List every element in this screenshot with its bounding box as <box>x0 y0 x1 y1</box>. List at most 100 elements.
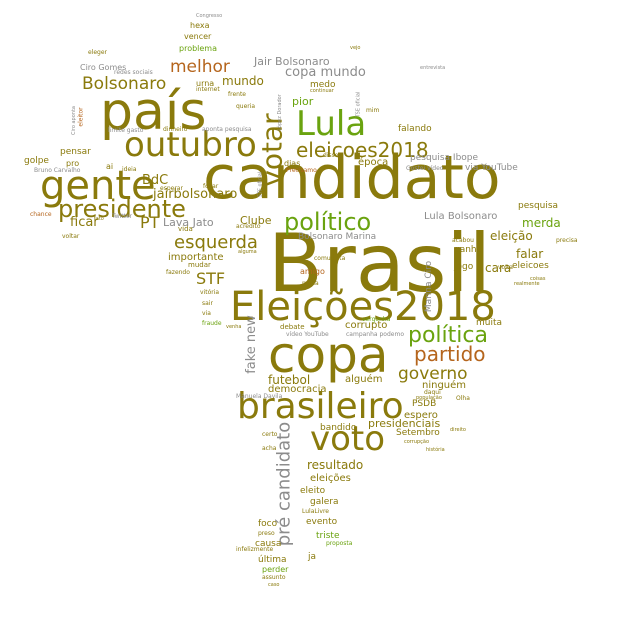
word-perder: perder <box>262 565 289 574</box>
word-ciro-aponta: Ciro aponta <box>70 106 77 135</box>
word-dias: dias <box>284 159 301 168</box>
word-corrupcao: corrupção <box>404 439 430 445</box>
word-stf: STF <box>196 269 226 288</box>
word-copa-mundo: copa mundo <box>285 65 366 80</box>
word-acabou: acabou <box>452 237 474 244</box>
word-via: via <box>202 310 211 317</box>
word-alguem: alguém <box>345 374 383 385</box>
word-lula-bolsonaro: Lula Bolsonaro <box>424 211 498 222</box>
word-pt: PT <box>140 213 160 232</box>
word-bandido: bandido <box>320 423 357 433</box>
word-falando: falando <box>398 124 432 134</box>
word-stf-oficial: STF oficial <box>257 171 264 198</box>
word-voto: voto <box>310 419 386 459</box>
word-democracia: democracia <box>268 384 327 395</box>
word-urna: urna <box>196 79 215 88</box>
word-muita: muita <box>476 318 503 328</box>
word-galera: galera <box>310 497 339 507</box>
word-sair: sair <box>202 300 213 307</box>
word-proposta: proposta <box>326 540 353 547</box>
word-ai: ai <box>106 162 114 171</box>
word-pesquisa: pesquisa <box>518 201 559 211</box>
word-fraude: fraude <box>202 320 222 327</box>
word-presidenciais: presidenciais <box>368 417 441 430</box>
word-falar: falar <box>516 247 544 261</box>
word-vida: vida <box>178 225 193 233</box>
word-gostei-video: Gostei vídeo <box>406 165 444 172</box>
word-internet: internet <box>196 86 220 93</box>
word-fato: fato <box>94 216 104 222</box>
word-esquerda: esquerda <box>174 232 258 253</box>
word-coisas: coisas <box>530 276 546 282</box>
word-caso: caso <box>268 582 280 588</box>
word-causa: causa <box>255 539 282 549</box>
word-ciro-gomes: Ciro Gomes <box>80 63 127 72</box>
word-twitter: Twitter <box>112 213 133 220</box>
word-volta: volta <box>498 264 513 271</box>
word-midia: midia <box>302 280 319 287</box>
word-epoca: época <box>358 157 389 168</box>
word-hexa: hexa <box>190 21 210 30</box>
word-bruno-carvalho: Bruno Carvalho <box>34 167 81 174</box>
word-tse-oficial: TSE oficial <box>355 91 362 118</box>
word-foco: foco <box>258 519 278 529</box>
word-aponta-pesquisa: aponta pesquisa <box>202 126 252 133</box>
word-mundo: mundo <box>222 74 264 88</box>
word-ganha: ganha <box>454 245 483 255</box>
word-futebol: futebol <box>268 373 311 387</box>
word-mim: mim <box>366 107 380 114</box>
word-ninguem: ninguém <box>422 380 467 391</box>
word-redes-sociais: redes sociais <box>114 69 153 76</box>
word-mudar: mudar <box>188 261 211 269</box>
word-ultima: última <box>258 555 287 565</box>
word-brasil: Brasil <box>268 217 491 310</box>
word-comunista: comunista <box>314 255 346 262</box>
word-lula: Lula <box>296 104 367 144</box>
word-disso: disso <box>323 152 339 159</box>
word-precisa: precisa <box>556 237 578 244</box>
word-acredito: acredito <box>236 223 261 230</box>
word-frente: frente <box>228 91 246 98</box>
word-olha: Olha <box>456 395 470 402</box>
word-acha: acha <box>262 445 277 452</box>
word-daqui: daqui <box>424 389 441 396</box>
word-governo: governo <box>398 364 468 384</box>
word-vencer: vencer <box>184 32 212 41</box>
word-ja: ja <box>308 552 317 562</box>
word-importante: importante <box>168 252 224 263</box>
word-precisamo: Precisamo <box>286 167 317 174</box>
word-pesquisa-ibope: pesquisa Ibope <box>410 153 479 163</box>
word-certo: certo <box>262 431 278 438</box>
word-corrupto: corrupto <box>345 320 388 331</box>
word-congresso: Congresso <box>196 13 223 19</box>
word-fazendo: fazendo <box>166 269 190 276</box>
word-medo: medo <box>310 80 336 90</box>
word-assunto: assunto <box>262 574 286 581</box>
word-populacao: população <box>416 395 442 401</box>
word-jogo: jogo <box>454 262 474 272</box>
word-infelizmente: infelizmente <box>236 546 274 553</box>
word-presidente: presidente <box>58 195 186 223</box>
word-venha: venha <box>226 324 242 330</box>
word-lulalivre: LulaLivre <box>302 508 329 515</box>
word-golpe: golpe <box>24 156 49 166</box>
word-vitoria: vitória <box>200 289 220 296</box>
word-bolsonaro: Bolsonaro <box>82 74 167 94</box>
word-realmente: realmente <box>514 281 540 287</box>
word-brasileiro: brasileiro <box>237 386 404 427</box>
word-pais: país <box>100 82 207 142</box>
word-eleicao: eleição <box>490 229 533 243</box>
word-eleicoes2018-cap: Eleições2018 <box>230 284 496 330</box>
word-vejo: vejo <box>350 45 361 51</box>
word-entrevista: entrevista <box>420 65 446 71</box>
word-debate: debate <box>280 323 305 331</box>
word-limite-gasto: limite gasto <box>108 127 144 134</box>
word-lava-jato: Lava Jato <box>163 216 214 229</box>
word-evento: evento <box>306 517 338 527</box>
word-historia: história <box>426 447 445 453</box>
word-eleito: eleito <box>300 486 326 496</box>
word-eleitor: eleitor <box>77 107 85 127</box>
word-bolsonaro-marina: Bolsonaro Marina <box>298 232 377 242</box>
word-ficar: ficar <box>70 215 99 230</box>
